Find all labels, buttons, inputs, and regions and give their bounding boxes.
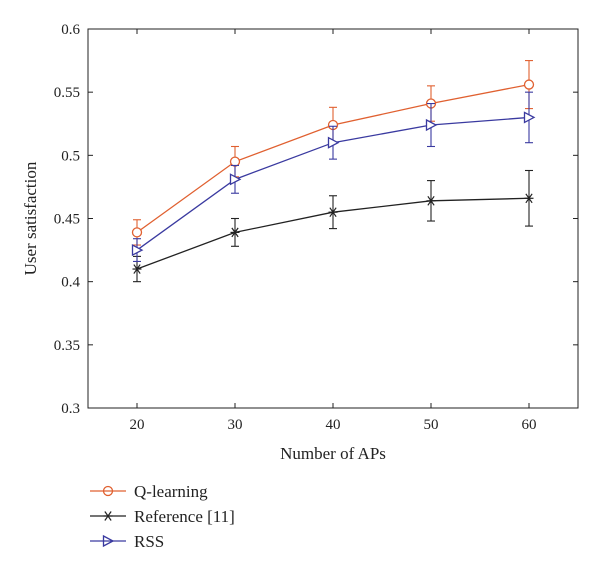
data-point-stroke — [427, 195, 435, 206]
legend-item: RSS — [90, 532, 164, 551]
legend-marker — [103, 511, 113, 521]
data-point — [131, 227, 143, 238]
legend-label: Reference [11] — [134, 507, 235, 526]
data-point — [426, 195, 436, 206]
legend-item: Q-learning — [90, 482, 208, 501]
data-point — [132, 264, 142, 274]
series-reference-11 — [132, 169, 534, 283]
axis-ticks: 0.3 0.35 0.4 0.45 0.5 0.55 0.6 20 30 40 50 60 — [54, 22, 578, 433]
x-tick-label: 30 — [228, 417, 243, 433]
data-point — [523, 111, 536, 124]
legend-label: Q-learning — [134, 482, 208, 501]
x-tick-label: 60 — [522, 417, 537, 433]
legend-marker — [102, 485, 114, 497]
y-tick-label: 0.45 — [54, 212, 80, 228]
x-axis-label: Number of APs — [280, 444, 386, 463]
data-point — [229, 156, 241, 167]
series-q-learning — [131, 60, 535, 246]
data-point — [425, 118, 438, 132]
data-point — [131, 244, 144, 257]
data-point — [524, 193, 534, 204]
legend-item: Reference [11] — [90, 507, 235, 526]
data-point — [327, 136, 340, 149]
series-rss — [131, 91, 536, 263]
data-point — [328, 207, 338, 218]
data-point-stroke — [104, 511, 112, 521]
data-point — [523, 79, 535, 90]
y-tick-label: 0.5 — [61, 148, 80, 164]
x-tick-label: 20 — [130, 417, 145, 433]
plot-area — [131, 60, 536, 283]
y-tick-label: 0.4 — [61, 275, 80, 291]
data-point-stroke — [525, 193, 533, 204]
legend-label: RSS — [134, 532, 164, 551]
data-point-stroke — [133, 264, 141, 274]
data-point — [229, 173, 242, 186]
data-point-stroke — [329, 207, 337, 218]
legend-marker — [102, 534, 115, 548]
y-tick-label: 0.35 — [54, 338, 80, 354]
y-tick-label: 0.3 — [61, 401, 80, 417]
y-tick-label: 0.6 — [61, 22, 80, 38]
x-tick-label: 40 — [326, 417, 341, 433]
y-tick-label: 0.55 — [54, 85, 80, 101]
y-axis-label: User satisfaction — [21, 161, 40, 275]
data-point-stroke — [231, 227, 239, 238]
legend: Q-learning Reference [11] RSS — [90, 482, 235, 551]
x-tick-label: 50 — [424, 417, 439, 433]
data-point — [230, 227, 240, 238]
